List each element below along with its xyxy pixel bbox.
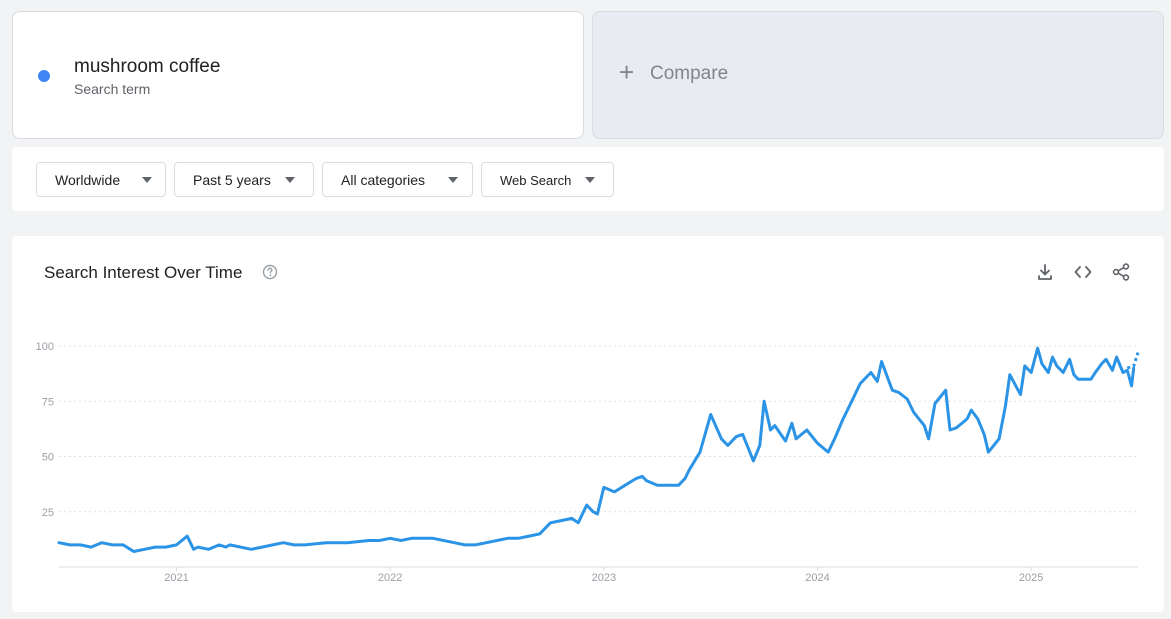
- y-tick-label: 75: [42, 396, 54, 408]
- y-tick-label: 100: [36, 341, 54, 353]
- share-icon[interactable]: [1111, 262, 1131, 287]
- search-type-filter[interactable]: Web Search: [481, 162, 614, 197]
- location-filter[interactable]: Worldwide: [36, 162, 166, 197]
- chevron-down-icon: [142, 177, 152, 183]
- x-tick-label: 2022: [378, 572, 402, 584]
- search-term-card[interactable]: mushroom coffee Search term: [12, 11, 584, 139]
- x-tick-label: 2025: [1019, 572, 1043, 584]
- y-tick-label: 50: [42, 452, 54, 464]
- series-line[interactable]: [57, 346, 1136, 553]
- partial-data-line: [1126, 352, 1140, 370]
- term-color-dot: [38, 70, 50, 82]
- interest-line-chart: 25 50 75 100 2021 2022 2023 2024 2025: [36, 341, 1140, 584]
- search-term-name[interactable]: mushroom coffee: [74, 56, 221, 77]
- category-filter[interactable]: All categories: [322, 162, 473, 197]
- filter-bar: Worldwide Past 5 years All categories We…: [12, 147, 1164, 211]
- chevron-down-icon: [585, 177, 595, 183]
- compare-button[interactable]: + Compare: [592, 11, 1164, 139]
- x-tick-label: 2021: [164, 572, 188, 584]
- time-range-filter[interactable]: Past 5 years: [174, 162, 314, 197]
- chevron-down-icon: [285, 177, 295, 183]
- location-filter-label: Worldwide: [55, 172, 121, 188]
- y-tick-label: 25: [42, 507, 54, 519]
- chevron-down-icon: [448, 177, 458, 183]
- x-tick-label: 2024: [805, 572, 829, 584]
- plus-icon: +: [619, 57, 635, 87]
- chart-title: Search Interest Over Time: [44, 263, 243, 282]
- embed-icon[interactable]: [1073, 262, 1093, 287]
- time-range-filter-label: Past 5 years: [193, 172, 271, 188]
- x-tick-label: 2023: [592, 572, 616, 584]
- interest-over-time-panel: Search Interest Over Time 25 50 75 100 2021 2…: [12, 236, 1164, 612]
- category-filter-label: All categories: [341, 172, 426, 188]
- help-icon[interactable]: [262, 264, 278, 285]
- compare-label: Compare: [650, 63, 729, 84]
- search-type-filter-label: Web Search: [500, 173, 572, 188]
- search-term-subtitle: Search term: [74, 81, 151, 97]
- download-icon[interactable]: [1035, 262, 1055, 287]
